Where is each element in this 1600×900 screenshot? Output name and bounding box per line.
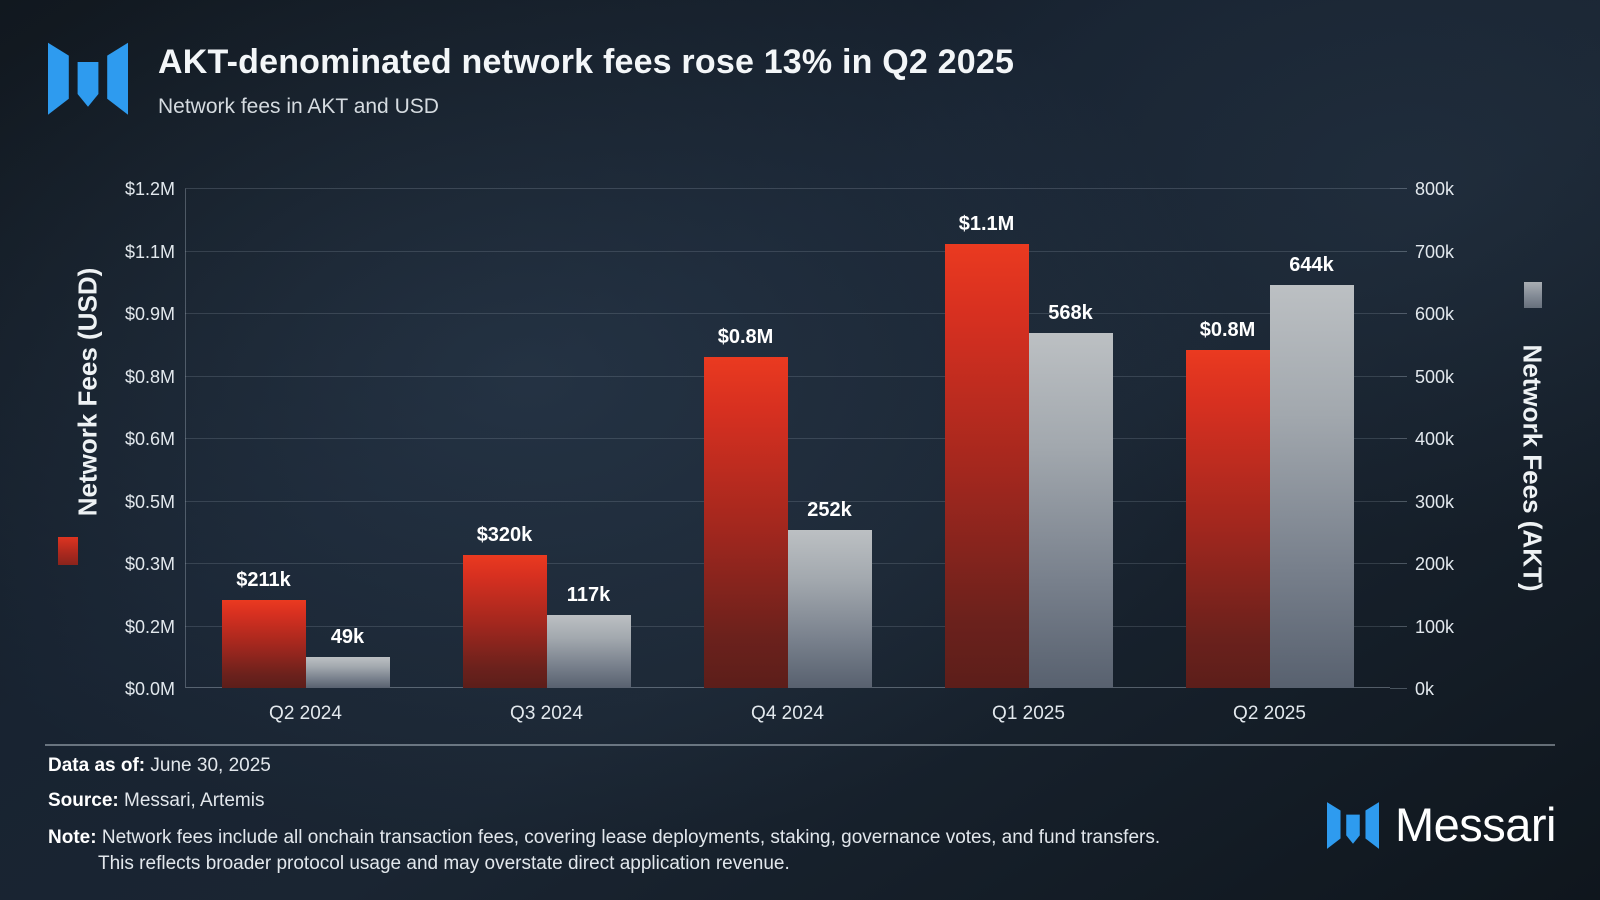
header-text: AKT-denominated network fees rose 13% in…: [158, 38, 1014, 119]
left-axis-tick-label: $0.6M: [124, 429, 175, 449]
left-axis-title: Network Fees (USD): [72, 267, 103, 517]
legend-swatch-usd: [58, 537, 78, 565]
gridline: [185, 375, 1390, 377]
chart-subtitle: Network fees in AKT and USD: [158, 95, 439, 118]
left-axis-tick-label: $0.3M: [124, 554, 175, 574]
gridline: [185, 250, 1390, 252]
header: AKT-denominated network fees rose 13% in…: [48, 38, 1014, 119]
right-axis-tick-label: 400k: [1415, 429, 1455, 449]
right-axis-tick-label: 600k: [1415, 304, 1455, 324]
data-as-of-value: June 30, 2025: [150, 755, 271, 776]
messari-logo-icon: [48, 42, 128, 115]
right-axis-tick-label: 0k: [1415, 679, 1435, 699]
left-axis-tick-label: $0.8M: [124, 366, 175, 387]
bar-value-label: 568k: [1048, 302, 1093, 324]
data-as-of-line: Data as of: June 30, 2025: [48, 755, 1173, 777]
bar-usd-q4-2024: $0.8M: [703, 326, 788, 688]
right-axis-title: Network Fees (AKT): [1517, 344, 1548, 592]
right-axis-tick: [1390, 688, 1407, 689]
left-axis-tick-label: $1.1M: [124, 241, 175, 262]
x-axis-category-label: Q2 2025: [1233, 703, 1306, 724]
right-axis-tick-label: 100k: [1415, 616, 1455, 637]
note-text: Network fees include all onchain transac…: [98, 827, 1161, 874]
gridline: [185, 313, 1390, 314]
bar-usd-q3-2024: $320k: [462, 524, 547, 688]
bar-value-label: $1.1M: [958, 213, 1015, 235]
brand-wordmark: Messari: [1394, 798, 1557, 851]
right-axis-tick: [1390, 625, 1407, 627]
footer-brand: Messari: [1326, 797, 1557, 852]
bar-value-label: 117k: [566, 584, 611, 606]
bar-value-label: $320k: [476, 524, 533, 546]
right-axis-tick: [1390, 438, 1407, 439]
x-axis-category-label: Q1 2025: [992, 703, 1065, 724]
left-axis-tick-label: $0.9M: [124, 304, 175, 324]
bar-akt-q1-2025: 568k: [1028, 302, 1113, 688]
right-axis-tick-label: 500k: [1415, 366, 1455, 387]
note-label: Note:: [48, 827, 97, 848]
right-axis-tick: [1390, 250, 1407, 252]
right-axis-tick-label: 800k: [1415, 179, 1455, 199]
messari-logo-icon: [1326, 801, 1379, 849]
source-label: Source:: [48, 790, 119, 811]
bar-value-label: 252k: [807, 499, 852, 521]
right-axis-tick-label: 700k: [1415, 241, 1455, 262]
right-axis-tick: [1390, 500, 1407, 502]
bar-akt-q3-2024: 117k: [546, 584, 631, 688]
right-axis-tick: [1390, 375, 1407, 377]
data-as-of-label: Data as of:: [48, 755, 146, 776]
source-line: Source: Messari, Artemis: [48, 790, 1173, 812]
chart-title: AKT-denominated network fees rose 13% in…: [158, 43, 1015, 81]
right-axis-tick-label: 300k: [1415, 491, 1455, 512]
note-line: Note: Network fees include all onchain t…: [48, 825, 1173, 877]
x-axis-category-label: Q2 2024: [269, 703, 342, 724]
bar-akt-q4-2024: 252k: [787, 499, 872, 688]
source-value: Messari, Artemis: [124, 790, 265, 811]
footer-divider: [45, 744, 1555, 746]
left-axis-tick-label: $0.5M: [124, 491, 175, 512]
left-axis-tick-label: $0.2M: [124, 616, 175, 637]
bar-value-label: $0.8M: [1199, 319, 1256, 341]
left-axis-tick-label: $0.0M: [124, 679, 175, 699]
bar-value-label: $0.8M: [717, 326, 774, 348]
footer: Data as of: June 30, 2025 Source: Messar…: [48, 755, 1173, 890]
bar-akt-q2-2024: 49k: [305, 626, 390, 688]
right-axis-tick: [1390, 313, 1407, 314]
gridline: [185, 438, 1390, 439]
right-axis-tick-label: 200k: [1415, 554, 1455, 574]
bar-value-label: 644k: [1289, 254, 1334, 276]
gridline: [185, 500, 1390, 502]
right-axis-tick: [1390, 563, 1407, 564]
legend-swatch-akt: [1524, 282, 1542, 308]
left-axis-tick-label: $1.2M: [124, 179, 175, 199]
bar-usd-q1-2025: $1.1M: [944, 213, 1029, 688]
bar-usd-q2-2025: $0.8M: [1185, 319, 1270, 688]
bar-akt-q2-2025: 644k: [1269, 254, 1354, 688]
bar-value-label: 49k: [330, 626, 365, 648]
x-axis-category-label: Q3 2024: [510, 703, 583, 724]
bar-value-label: $211k: [236, 569, 291, 591]
right-axis-tick: [1390, 188, 1407, 189]
x-axis-category-label: Q4 2024: [751, 703, 824, 724]
bar-usd-q2-2024: $211k: [221, 569, 306, 688]
